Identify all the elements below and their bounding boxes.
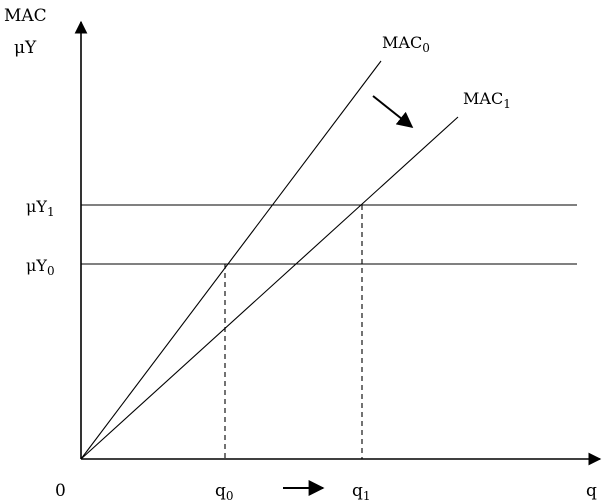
q0-label: q0 [215, 481, 234, 503]
x-axis-label: q [586, 481, 597, 501]
mac1-label: MAC1 [463, 89, 511, 111]
muy1-label: μY1 [26, 197, 55, 219]
mac0-label: MAC0 [382, 33, 430, 55]
q1-label: q1 [352, 481, 371, 503]
shift-arrow-curve [372, 95, 414, 128]
mac0-curve [80, 60, 382, 460]
y-axis-label-line1: MAC [4, 6, 47, 26]
muy0-label: μY0 [26, 256, 55, 278]
origin-label: 0 [55, 481, 66, 501]
mac1-curve [80, 116, 459, 460]
y-axis-label-line2: μY [14, 38, 37, 58]
